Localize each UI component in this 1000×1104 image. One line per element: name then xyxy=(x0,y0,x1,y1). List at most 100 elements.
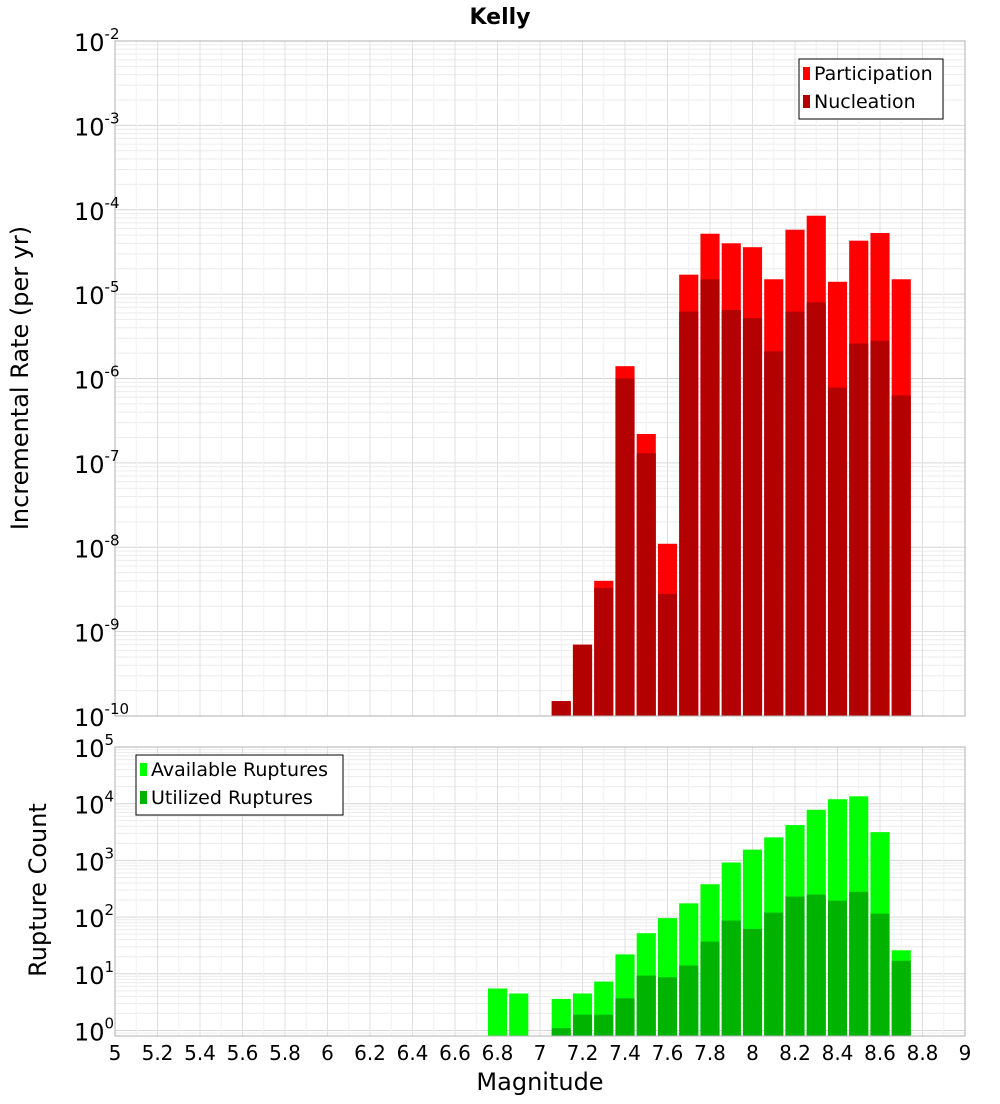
top-y-tick-exponent: -7 xyxy=(105,447,120,465)
top-bar-front xyxy=(721,309,741,716)
top-bar-front xyxy=(827,387,848,716)
bottom-y-tick-exponent: 0 xyxy=(105,1015,115,1033)
top-legend-swatch xyxy=(803,95,810,108)
top-plot-area xyxy=(114,40,966,717)
top-bar-front xyxy=(551,701,571,716)
x-tick-label: 7 xyxy=(534,1041,547,1065)
top-legend-box xyxy=(798,58,944,120)
bottom-y-tick-exponent: 5 xyxy=(105,731,115,749)
bottom-bar-back xyxy=(551,998,571,1036)
top-y-tick-base: 10 xyxy=(74,704,105,732)
bottom-legend-swatch xyxy=(140,791,147,804)
bottom-bar-front xyxy=(827,900,848,1036)
top-bar-front xyxy=(764,351,784,716)
top-bar-front xyxy=(806,302,826,716)
bottom-y-tick-exponent: 1 xyxy=(105,958,115,976)
x-tick-label: 8.8 xyxy=(907,1041,939,1065)
bottom-bar-front xyxy=(742,928,763,1036)
x-tick-label: 6.2 xyxy=(354,1041,386,1065)
top-legend-label: Participation xyxy=(814,63,933,85)
top-y-tick-exponent: -3 xyxy=(105,109,120,127)
bottom-bar-front xyxy=(636,975,656,1036)
bottom-legend-label: Utilized Ruptures xyxy=(151,787,313,809)
bottom-bar-front xyxy=(551,1028,571,1036)
top-bar-front xyxy=(636,453,656,716)
x-tick-label: 6 xyxy=(321,1041,334,1065)
top-y-tick-exponent: -6 xyxy=(105,363,120,381)
x-tick-label: 8 xyxy=(746,1041,759,1065)
bottom-legend-label: Available Ruptures xyxy=(151,759,328,781)
bottom-y-tick-label: 101 xyxy=(74,958,114,990)
top-y-tick-label: 10-5 xyxy=(74,278,120,310)
bottom-y-tick-base: 10 xyxy=(74,792,105,820)
top-y-tick-base: 10 xyxy=(74,451,105,479)
top-y-tick-exponent: -9 xyxy=(105,616,120,634)
top-bar-front xyxy=(849,343,869,716)
bottom-y-tick-base: 10 xyxy=(74,1019,105,1047)
bottom-plot-frame xyxy=(114,746,966,1037)
top-y-tick-base: 10 xyxy=(74,367,105,395)
bottom-y-tick-base: 10 xyxy=(74,735,105,763)
top-y-tick-base: 10 xyxy=(74,620,105,648)
bottom-y-tick-base: 10 xyxy=(74,905,105,933)
x-tick-label: 5.4 xyxy=(184,1041,216,1065)
bottom-bar-back xyxy=(509,993,529,1036)
bottom-bar-front xyxy=(806,894,826,1036)
top-y-tick-label: 10-8 xyxy=(74,531,120,563)
bottom-y-tick-label: 104 xyxy=(74,788,114,820)
top-y-tick-label: 10-7 xyxy=(74,447,120,479)
top-y-tick-exponent: -2 xyxy=(105,25,120,43)
x-tick-label: 7.8 xyxy=(694,1041,726,1065)
x-tick-label: 5.6 xyxy=(227,1041,259,1065)
x-tick-label: 7.4 xyxy=(609,1041,641,1065)
bottom-y-tick-label: 102 xyxy=(74,901,114,933)
top-legend-swatch xyxy=(803,67,810,80)
top-y-tick-exponent: -8 xyxy=(105,531,120,549)
top-legend-label: Nucleation xyxy=(814,91,916,113)
top-y-tick-exponent: -5 xyxy=(105,278,120,296)
top-bar-front xyxy=(615,378,635,716)
top-bar-front xyxy=(870,340,890,716)
bottom-bar-front xyxy=(764,912,784,1036)
x-tick-label: 5 xyxy=(109,1041,122,1065)
top-y-tick-label: 10-10 xyxy=(74,700,129,732)
top-y-tick-label: 10-2 xyxy=(74,25,120,57)
x-tick-label: 7.6 xyxy=(652,1041,684,1065)
top-bar-front xyxy=(657,593,678,716)
top-y-tick-label: 10-4 xyxy=(74,194,120,226)
bottom-y-tick-label: 100 xyxy=(74,1015,114,1047)
bottom-bar-back xyxy=(487,988,508,1036)
x-tick-label: 8.6 xyxy=(864,1041,896,1065)
x-tick-label: 5.8 xyxy=(269,1041,301,1065)
top-y-tick-base: 10 xyxy=(74,198,105,226)
top-y-axis-label: Incremental Rate (per yr) xyxy=(6,226,34,530)
top-y-tick-label: 10-6 xyxy=(74,363,120,395)
bottom-bar-front xyxy=(700,941,720,1036)
top-y-tick-base: 10 xyxy=(74,282,105,310)
bottom-bar-front xyxy=(657,977,678,1036)
bottom-bar-front xyxy=(615,998,635,1036)
bottom-legend: Available Ruptures Utilized Ruptures xyxy=(135,754,344,816)
bottom-bar-front xyxy=(594,1014,614,1036)
top-legend: Participation Nucleation xyxy=(798,58,944,120)
top-plot-frame xyxy=(114,40,966,717)
top-y-tick-exponent: -10 xyxy=(105,700,130,718)
bottom-bar-front xyxy=(679,965,699,1036)
top-bar-front xyxy=(891,395,911,716)
top-bar-front xyxy=(742,318,763,716)
x-tick-label: 7.2 xyxy=(567,1041,599,1065)
bottom-y-tick-base: 10 xyxy=(74,848,105,876)
bottom-y-tick-base: 10 xyxy=(74,962,105,990)
bottom-bar-front xyxy=(721,920,741,1036)
chart-title: Kelly xyxy=(469,5,530,30)
bottom-y-axis-label: Rupture Count xyxy=(24,803,52,977)
top-y-tick-label: 10-9 xyxy=(74,616,120,648)
top-bar-front xyxy=(594,587,614,716)
bottom-bar-front xyxy=(572,1014,593,1036)
top-y-tick-exponent: -4 xyxy=(105,194,120,212)
bottom-bar-front xyxy=(849,891,869,1036)
bottom-y-tick-label: 103 xyxy=(74,844,114,876)
bottom-y-tick-label: 105 xyxy=(74,731,114,763)
x-tick-label: 6.8 xyxy=(482,1041,514,1065)
top-y-tick-base: 10 xyxy=(74,29,105,57)
